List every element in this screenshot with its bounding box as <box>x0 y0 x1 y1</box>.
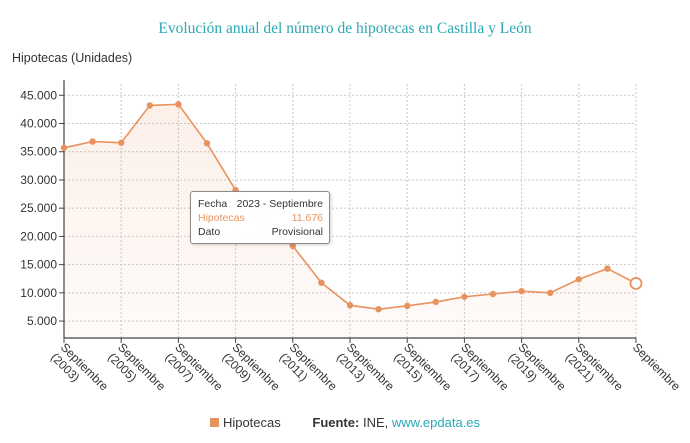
data-point <box>89 138 96 145</box>
data-tooltip: Fecha 2023 - Septiembre Hipotecas 11.676… <box>190 191 330 244</box>
tooltip-row-fecha: Fecha 2023 - Septiembre <box>198 197 323 211</box>
x-tick-label-line: Septiembre <box>630 340 684 394</box>
tooltip-value: Provisional <box>271 226 323 238</box>
data-point <box>346 302 354 309</box>
highlighted-data-point <box>629 276 643 290</box>
data-point <box>146 102 153 109</box>
series-area <box>64 104 636 338</box>
tooltip-row-dato: Dato Provisional <box>198 225 323 239</box>
y-tick-label: 25.000 <box>20 201 57 215</box>
x-tick-label: Septiembre(2021) <box>563 340 626 403</box>
tooltip-value: 2023 - Septiembre <box>236 198 323 210</box>
data-point <box>604 265 611 272</box>
data-point <box>118 139 125 146</box>
y-tick-label: 45.000 <box>20 88 57 102</box>
data-point <box>489 290 497 298</box>
x-tick-label: Septiembre(2005) <box>105 340 168 403</box>
x-tick-label: Septiembre(2019) <box>506 340 569 403</box>
x-tick-labels: Septiembre(2003) Septiembre(2005) Septiemb… <box>48 340 684 403</box>
chart-title: Evolución anual del número de hipotecas … <box>158 20 532 37</box>
legend-swatch[interactable] <box>209 418 219 427</box>
y-tick-label: 15.000 <box>20 258 57 272</box>
y-tick-label: 30.000 <box>20 173 57 187</box>
y-tick-labels: 5.000 10.000 15.000 20.000 25.000 30.000 35.00… <box>20 88 57 328</box>
y-tick-label: 10.000 <box>20 286 57 300</box>
data-point <box>461 293 468 300</box>
source-label: Fuente: <box>312 415 360 430</box>
legend-label[interactable]: Hipotecas <box>222 415 281 430</box>
data-point <box>404 302 411 310</box>
data-point <box>203 140 211 147</box>
x-tick-label: Septiembre(2013) <box>334 340 397 403</box>
data-point <box>575 276 582 283</box>
x-tick-label: Septiembre(2009) <box>220 340 283 403</box>
x-tick-label: Septiembre(2007) <box>162 340 225 403</box>
x-tick-label: Septiembre(2015) <box>391 340 454 403</box>
y-tick-label: 35.000 <box>20 145 57 159</box>
legend: Hipotecas Fuente: INE, www.epdata.es <box>0 415 690 430</box>
data-point <box>289 242 296 250</box>
tooltip-label: Hipotecas <box>198 212 245 224</box>
data-point <box>432 298 439 306</box>
tooltip-label: Fecha <box>198 198 228 210</box>
y-tick-label: 20.000 <box>20 229 57 243</box>
tooltip-row-hipotecas: Hipotecas 11.676 <box>198 211 323 225</box>
data-point <box>547 289 554 297</box>
data-point <box>375 306 382 313</box>
data-point <box>518 287 525 295</box>
data-point <box>318 279 325 286</box>
y-tick-label: 40.000 <box>20 117 57 131</box>
source-text: INE, <box>362 415 389 430</box>
x-tick-label: Septiembre(2011) <box>277 340 340 403</box>
y-axis-label: Hipotecas (Unidades) <box>12 51 133 65</box>
x-tick-label: Septiembre <box>630 340 684 394</box>
axes <box>59 80 637 343</box>
data-point <box>60 144 68 151</box>
tooltip-value: 11.676 <box>291 212 323 224</box>
data-point <box>175 101 182 108</box>
x-tick-label: Septiembre(2017) <box>448 340 511 403</box>
tooltip-label: Dato <box>198 226 221 238</box>
y-tick-label: 5.000 <box>27 314 57 328</box>
source-link[interactable]: www.epdata.es <box>391 415 481 430</box>
x-tick-label: Septiembre(2003) <box>48 340 111 403</box>
